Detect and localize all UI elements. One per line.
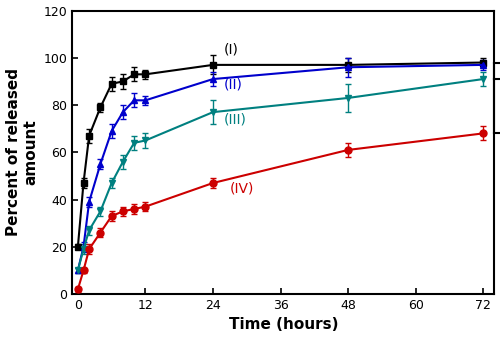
Text: (IV): (IV) [230, 182, 254, 195]
X-axis label: Time (hours): Time (hours) [228, 317, 338, 333]
Text: (I): (I) [224, 42, 239, 56]
Text: (II): (II) [224, 77, 243, 92]
Y-axis label: Percent of released
amount: Percent of released amount [6, 68, 38, 236]
Text: (III): (III) [224, 113, 247, 127]
